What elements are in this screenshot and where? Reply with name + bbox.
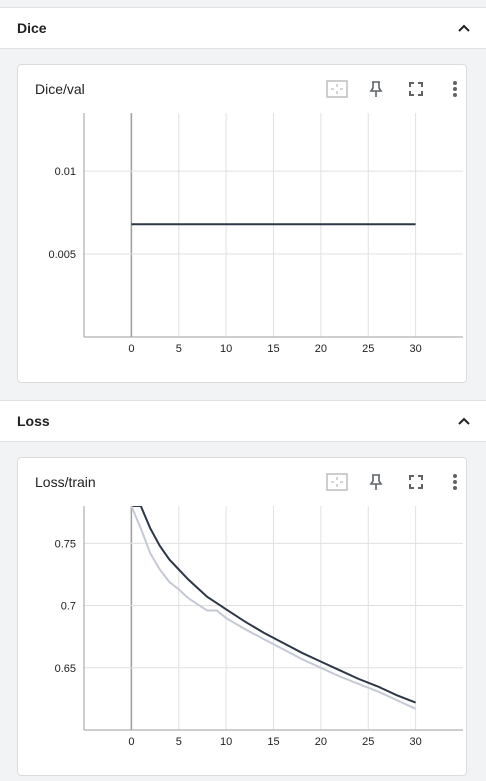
y-tick-label: 0.01 [55,166,76,178]
y-tick-label: 0.7 [61,601,76,613]
section-header-loss[interactable]: Loss [0,400,486,442]
x-tick-label: 5 [176,736,182,748]
y-tick-label: 0.65 [55,663,76,675]
x-tick-label: 30 [410,343,422,355]
section-title: Loss [17,413,50,429]
line-chart-dice-val[interactable]: 0.005 0.01 0 5 10 15 20 25 30 [18,113,467,363]
pin-icon[interactable] [364,470,388,494]
x-tick-label: 0 [128,736,134,748]
scalar-card-loss-train: Loss/train 0.65 0.7 0.75 0 5 10 15 20 25 30 [17,457,467,776]
x-tick-label: 10 [220,736,232,748]
x-tick-label: 5 [176,343,182,355]
scalar-card-dice-val: Dice/val 0.005 0.01 0 5 10 15 20 25 30 [17,64,467,383]
chevron-up-icon[interactable] [454,411,474,431]
y-tick-label: 0.005 [48,249,76,261]
x-tick-label: 10 [220,343,232,355]
fit-domain-icon[interactable] [325,77,349,101]
fit-domain-icon[interactable] [325,470,349,494]
x-tick-label: 0 [128,343,134,355]
x-tick-label: 25 [362,343,374,355]
series-line [131,506,416,704]
line-chart-loss-train[interactable]: 0.65 0.7 0.75 0 5 10 15 20 25 30 [18,506,467,756]
series-line [130,506,417,710]
more-vert-icon[interactable] [443,77,466,101]
card-title: Dice/val [35,81,85,97]
x-tick-label: 25 [362,736,374,748]
section-title: Dice [17,20,47,36]
fullscreen-icon[interactable] [404,470,428,494]
section-header-dice[interactable]: Dice [0,7,486,49]
fullscreen-icon[interactable] [404,77,428,101]
x-tick-label: 15 [267,343,279,355]
x-tick-label: 20 [315,736,327,748]
pin-icon[interactable] [364,77,388,101]
card-title: Loss/train [35,474,96,490]
x-tick-label: 15 [267,736,279,748]
chevron-up-icon[interactable] [454,18,474,38]
more-vert-icon[interactable] [443,470,466,494]
x-tick-label: 20 [315,343,327,355]
x-tick-label: 30 [410,736,422,748]
y-tick-label: 0.75 [55,538,76,550]
